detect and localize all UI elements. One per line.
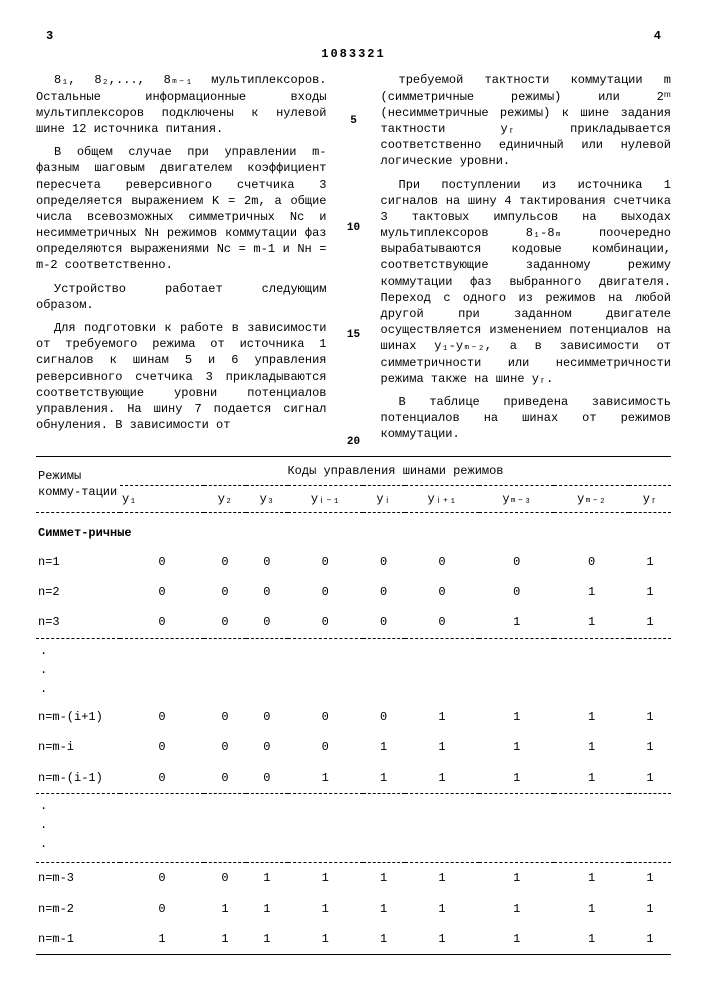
row-label: n=3 (36, 607, 120, 638)
row-label: n=m-(i-1) (36, 763, 120, 794)
text-columns: 8₁, 8₂,..., 8ₘ₋₁ мультиплексоров. Осталь… (36, 72, 671, 449)
para: Для подготовки к работе в зависимости от… (36, 320, 327, 433)
col-head: yᵢ₊₁ (405, 485, 480, 512)
right-column: требуемой тактности коммутации m (симмет… (381, 72, 672, 449)
table-row: n=m-1 111111111 (36, 924, 671, 955)
section-label: Симмет-ричные (36, 512, 671, 547)
document-id: 1083321 (36, 46, 671, 62)
col-head: yₘ₋₃ (479, 485, 554, 512)
page-num-left: 3 (46, 28, 53, 44)
table-row: n=1 000000001 (36, 547, 671, 577)
col-head: yₘ₋₂ (554, 485, 629, 512)
modes-table: Режимы комму-тации Коды управления шинам… (36, 456, 671, 955)
line-num: 15 (347, 328, 360, 343)
ellipsis: ... (36, 638, 671, 702)
line-num: 20 (347, 435, 360, 450)
col-head: y₂ (204, 485, 246, 512)
ellipsis: ... (36, 793, 671, 863)
row-label: n=m-1 (36, 924, 120, 955)
table-row: n=2 000000011 (36, 577, 671, 607)
row-label: n=m-2 (36, 894, 120, 924)
row-label: n=1 (36, 547, 120, 577)
row-label: n=m-(i+1) (36, 702, 120, 732)
col-head: yᵢ₋₁ (288, 485, 363, 512)
left-column: 8₁, 8₂,..., 8ₘ₋₁ мультиплексоров. Осталь… (36, 72, 327, 449)
row-label: n=2 (36, 577, 120, 607)
header-right: Коды управления шинами режимов (120, 456, 671, 485)
table-row: n=m-(i+1) 000001111 (36, 702, 671, 732)
table-row: n=3 000000111 (36, 607, 671, 638)
col-head: yᵢ (363, 485, 405, 512)
line-number-gutter: 5 10 15 20 (345, 72, 363, 449)
line-num: 10 (347, 221, 360, 236)
row-label: n=m-i (36, 732, 120, 762)
col-head: yᵣ (629, 485, 671, 512)
para: В общем случае при управлении m-фазным ш… (36, 144, 327, 274)
table-row: n=m-2 011111111 (36, 894, 671, 924)
para: В таблице приведена зависимость потенциа… (381, 394, 672, 443)
line-num: 5 (350, 114, 357, 129)
para: При поступлении из источника 1 сигналов … (381, 177, 672, 387)
table-row: n=m-3 001111111 (36, 863, 671, 894)
table-row: n=m-i 000011111 (36, 732, 671, 762)
page-num-right: 4 (654, 28, 661, 44)
col-head: y₃ (246, 485, 288, 512)
para: Устройство работает следующим образом. (36, 281, 327, 313)
table-row: n=m-(i-1) 000111111 (36, 763, 671, 794)
row-label: n=m-3 (36, 863, 120, 894)
para: требуемой тактности коммутации m (симмет… (381, 72, 672, 169)
header-left: Режимы комму-тации (36, 456, 120, 512)
col-head: y₁ (120, 485, 204, 512)
page-numbers: 3 4 (36, 28, 671, 44)
para: 8₁, 8₂,..., 8ₘ₋₁ мультиплексоров. Осталь… (36, 72, 327, 137)
